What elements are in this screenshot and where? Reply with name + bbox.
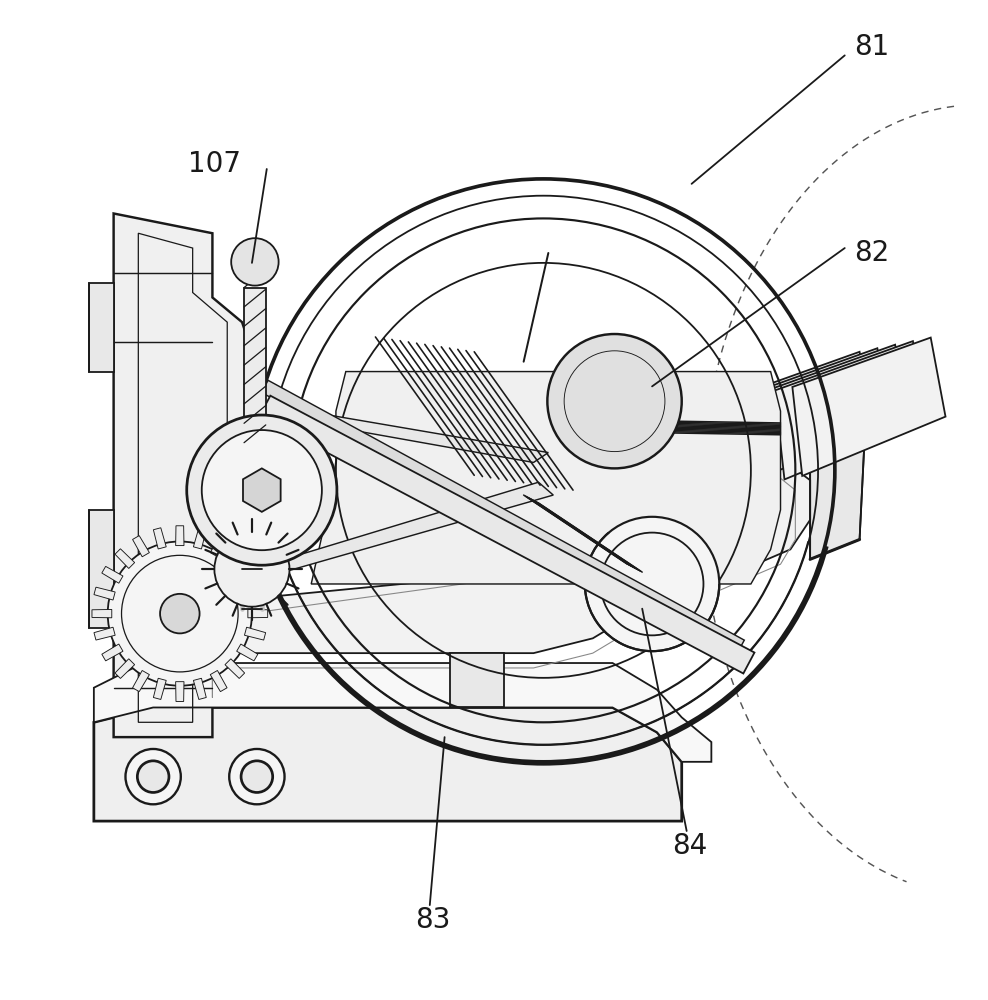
- Polygon shape: [244, 288, 266, 443]
- Text: 81: 81: [855, 33, 890, 61]
- Polygon shape: [210, 670, 227, 692]
- Polygon shape: [198, 465, 810, 707]
- Polygon shape: [262, 406, 548, 462]
- Polygon shape: [259, 396, 755, 673]
- Polygon shape: [94, 627, 116, 640]
- Circle shape: [187, 415, 337, 565]
- Polygon shape: [243, 468, 281, 512]
- Text: 82: 82: [855, 239, 890, 267]
- Polygon shape: [94, 587, 116, 600]
- Polygon shape: [262, 380, 744, 652]
- Circle shape: [108, 541, 252, 686]
- Polygon shape: [176, 682, 184, 701]
- Polygon shape: [757, 345, 910, 483]
- Polygon shape: [210, 536, 227, 557]
- Polygon shape: [237, 644, 258, 661]
- Circle shape: [585, 517, 719, 651]
- Circle shape: [125, 749, 181, 804]
- Polygon shape: [92, 609, 112, 618]
- Polygon shape: [244, 587, 266, 600]
- Circle shape: [202, 430, 322, 550]
- Text: 107: 107: [188, 150, 241, 178]
- Polygon shape: [153, 528, 166, 549]
- Polygon shape: [94, 707, 682, 821]
- Polygon shape: [115, 549, 134, 568]
- Polygon shape: [244, 627, 266, 640]
- Polygon shape: [132, 536, 149, 557]
- Polygon shape: [225, 549, 245, 568]
- Polygon shape: [225, 659, 245, 678]
- Polygon shape: [311, 372, 781, 584]
- Text: 83: 83: [415, 906, 451, 934]
- Polygon shape: [89, 283, 114, 372]
- Polygon shape: [114, 213, 252, 737]
- Circle shape: [547, 334, 682, 468]
- Polygon shape: [721, 352, 874, 490]
- Polygon shape: [94, 663, 711, 762]
- Polygon shape: [132, 670, 149, 692]
- Polygon shape: [248, 609, 268, 618]
- Polygon shape: [739, 348, 892, 487]
- Polygon shape: [176, 526, 184, 546]
- Polygon shape: [194, 678, 206, 699]
- Circle shape: [241, 761, 273, 792]
- Polygon shape: [89, 510, 114, 628]
- Polygon shape: [102, 566, 123, 583]
- Polygon shape: [194, 528, 206, 549]
- Circle shape: [231, 238, 279, 286]
- Circle shape: [160, 594, 200, 633]
- Polygon shape: [792, 338, 946, 476]
- Text: 84: 84: [672, 832, 707, 860]
- Circle shape: [137, 761, 169, 792]
- Polygon shape: [102, 644, 123, 661]
- Polygon shape: [115, 659, 134, 678]
- Polygon shape: [262, 482, 553, 574]
- Circle shape: [229, 749, 285, 804]
- Polygon shape: [153, 678, 166, 699]
- Polygon shape: [810, 441, 864, 559]
- Polygon shape: [450, 653, 504, 707]
- Polygon shape: [237, 566, 258, 583]
- Circle shape: [214, 532, 289, 607]
- Polygon shape: [775, 341, 928, 479]
